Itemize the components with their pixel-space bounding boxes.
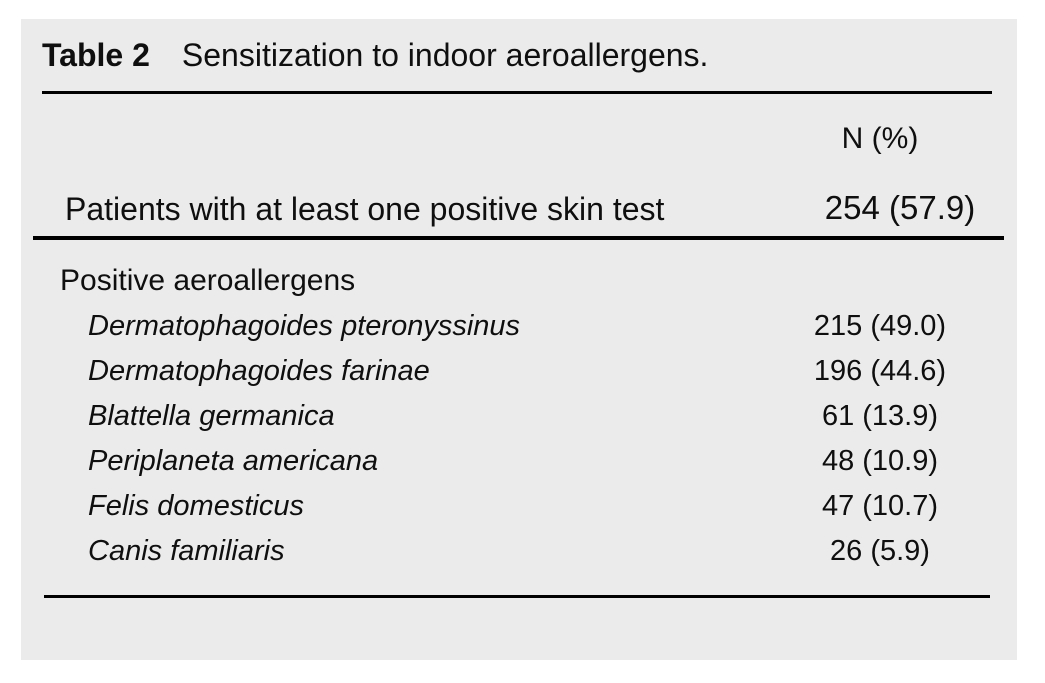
species-name: Blattella germanica <box>88 400 335 432</box>
group-header-positive-aeroallergens: Positive aeroallergens <box>60 264 356 297</box>
table-row: Blattella germanica 61 (13.9) <box>21 394 1017 439</box>
table-panel: Table 2 Sensitization to indoor aeroaller… <box>21 19 1017 660</box>
table-caption-title: Sensitization to indoor aeroallergens. <box>181 37 709 73</box>
table-row: Periplaneta americana 48 (10.9) <box>21 439 1017 484</box>
species-value: 47 (10.7) <box>821 490 939 522</box>
summary-row-label: Patients with at least one positive skin… <box>65 191 665 227</box>
species-value: 26 (5.9) <box>830 535 930 567</box>
species-rows: Dermatophagoides pteronyssinus 215 (49.0… <box>21 304 1017 574</box>
species-name: Dermatophagoides farinae <box>88 355 430 387</box>
rule-top <box>42 91 992 94</box>
species-value: 48 (10.9) <box>821 445 939 477</box>
species-name: Dermatophagoides pteronyssinus <box>88 310 521 342</box>
species-name: Canis familiaris <box>88 535 285 567</box>
species-value: 61 (13.9) <box>821 400 939 432</box>
table-caption-label: Table 2 <box>42 37 150 73</box>
table-row: Felis domesticus 47 (10.7) <box>21 484 1017 529</box>
species-name: Periplaneta americana <box>88 445 379 477</box>
rule-bottom <box>44 595 990 598</box>
species-value: 196 (44.6) <box>813 355 947 387</box>
table-row: Canis familiaris 26 (5.9) <box>21 529 1017 574</box>
species-name: Felis domesticus <box>88 490 304 522</box>
table-row: Dermatophagoides pteronyssinus 215 (49.0… <box>21 304 1017 349</box>
summary-row-value: 254 (57.9) <box>824 189 976 226</box>
table-caption: Table 2 Sensitization to indoor aeroaller… <box>42 36 708 74</box>
species-value: 215 (49.0) <box>813 310 947 342</box>
rule-middle <box>33 236 1004 240</box>
table-row: Dermatophagoides farinae 196 (44.6) <box>21 349 1017 394</box>
column-header-n-percent: N (%) <box>841 122 919 155</box>
